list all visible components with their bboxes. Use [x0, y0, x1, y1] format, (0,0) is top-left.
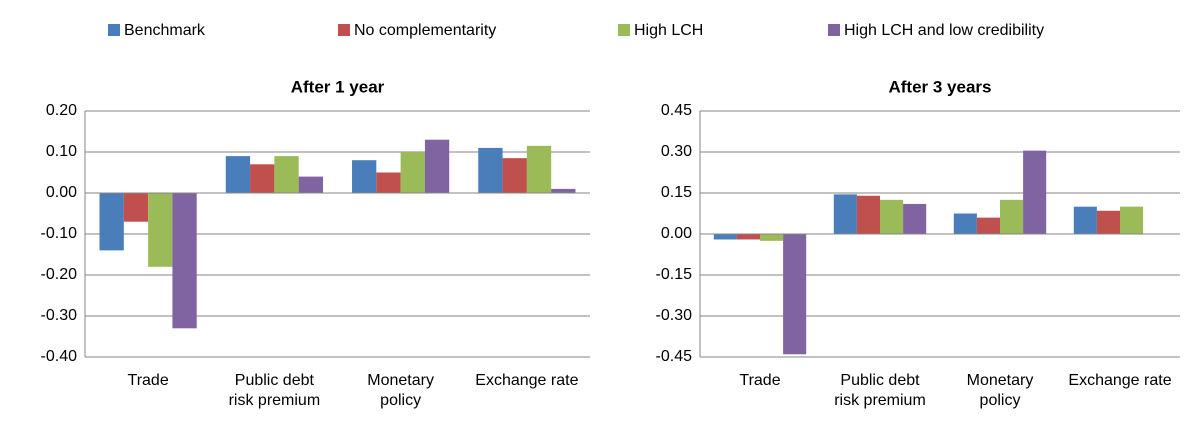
bar [783, 234, 807, 355]
y-tick-label: -0.30 [656, 307, 693, 324]
bar [856, 195, 880, 234]
bar [903, 203, 927, 234]
bar [1000, 199, 1024, 234]
x-tick-label: Trade [128, 372, 169, 389]
bar [713, 234, 737, 240]
bar [880, 199, 904, 234]
x-tick-label: risk premium [834, 392, 926, 409]
y-tick-label: -0.15 [656, 266, 693, 283]
bar [148, 193, 173, 267]
bar [172, 193, 197, 329]
bar [1073, 206, 1097, 234]
x-tick-label: policy [980, 392, 1021, 409]
y-tick-label: -0.20 [41, 266, 78, 283]
y-tick-label: -0.45 [656, 348, 693, 365]
y-tick-label: 0.20 [46, 102, 77, 119]
y-tick-label: 0.00 [46, 184, 77, 201]
y-tick-label: -0.10 [41, 225, 78, 242]
bar [400, 152, 425, 193]
x-tick-label: Exchange rate [475, 372, 578, 389]
x-tick-label: Public debt [840, 372, 920, 389]
x-tick-label: Monetary [367, 372, 434, 389]
bar [376, 172, 401, 193]
bar [1023, 150, 1047, 234]
y-tick-label: 0.45 [661, 102, 692, 119]
chart-title: After 3 years [888, 77, 991, 96]
bar [976, 217, 1000, 234]
bar [298, 176, 323, 193]
legend-label: No complementarity [354, 22, 496, 39]
x-tick-label: Trade [739, 372, 780, 389]
legend-swatch [108, 24, 120, 36]
chart-title: After 1 year [291, 77, 385, 96]
y-tick-label: -0.40 [41, 348, 78, 365]
bar [478, 147, 503, 193]
legend-swatch [828, 24, 840, 36]
y-tick-label: 0.10 [46, 143, 77, 160]
x-tick-label: Monetary [967, 372, 1034, 389]
bar [736, 234, 760, 240]
bar [1120, 206, 1144, 234]
bar [833, 194, 857, 234]
legend-swatch [618, 24, 630, 36]
x-tick-label: Public debt [235, 372, 315, 389]
legend-label: Benchmark [124, 22, 206, 39]
y-tick-label: 0.00 [661, 225, 692, 242]
legend-swatch [338, 24, 350, 36]
y-tick-label: 0.30 [661, 143, 692, 160]
y-tick-label: -0.30 [41, 307, 78, 324]
bar [225, 156, 251, 193]
bar [274, 156, 299, 193]
bar [551, 188, 576, 193]
legend-label: High LCH and low credibility [844, 22, 1044, 39]
x-tick-label: Exchange rate [1068, 372, 1171, 389]
bar [502, 158, 527, 193]
x-tick-label: policy [380, 392, 421, 409]
bar [760, 234, 784, 241]
y-tick-label: 0.15 [661, 184, 692, 201]
bar [1096, 210, 1120, 234]
bar [953, 213, 977, 234]
bar [526, 145, 552, 193]
legend-label: High LCH [634, 22, 703, 39]
bar [250, 164, 275, 193]
bar [99, 193, 124, 251]
bar [123, 193, 149, 222]
bar [424, 139, 450, 193]
x-tick-label: risk premium [229, 392, 321, 409]
bar [352, 160, 377, 193]
